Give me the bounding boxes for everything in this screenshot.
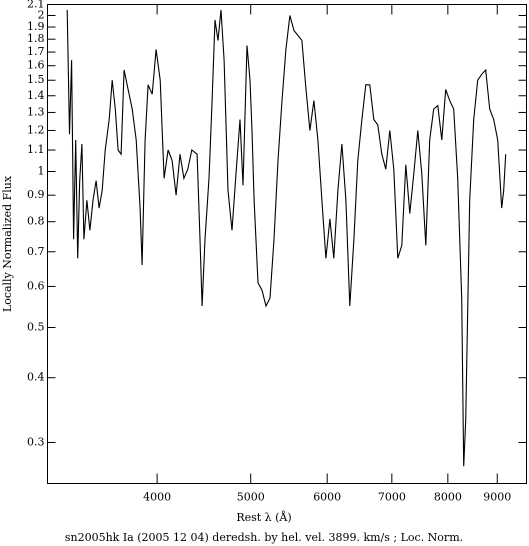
plot-frame xyxy=(47,4,527,484)
y-tick-label: 0.4 xyxy=(27,371,45,384)
y-tick-label: 0.6 xyxy=(27,279,45,292)
y-tick-label: 1.7 xyxy=(27,45,45,58)
x-tick-label: 7000 xyxy=(378,491,406,504)
x-tick-label: 8000 xyxy=(434,491,462,504)
y-tick-label: 1.4 xyxy=(27,89,45,102)
y-tick-label: 0.8 xyxy=(27,215,45,228)
y-tick-label: 1.5 xyxy=(27,73,45,86)
x-axis-label: Rest λ (Å) xyxy=(236,510,291,524)
y-tick-label: 0.9 xyxy=(27,188,45,201)
y-axis-label: Locally Normalized Flux xyxy=(1,175,14,312)
y-tick-label: 2.1 xyxy=(27,0,45,11)
y-tick-label: 1.1 xyxy=(27,143,45,156)
y-tick-label: 0.3 xyxy=(27,435,45,448)
y-tick-label: 0.5 xyxy=(27,320,45,333)
y-tick-label: 1 xyxy=(38,164,45,177)
y-tick-label: 1.3 xyxy=(27,105,45,118)
y-tick-label: 1.2 xyxy=(27,123,45,136)
x-tick-label: 5000 xyxy=(237,491,265,504)
y-tick-label: 2 xyxy=(38,8,45,21)
x-tick-label: 6000 xyxy=(313,491,341,504)
y-tick-label: 1.8 xyxy=(27,32,45,45)
y-tick-label: 0.7 xyxy=(27,245,45,258)
x-tick-label: 4000 xyxy=(143,491,171,504)
spectrum-line xyxy=(66,9,507,467)
x-tick-label: 9000 xyxy=(483,491,511,504)
y-tick-label: 1.6 xyxy=(27,59,45,72)
caption: sn2005hk Ia (2005 12 04) deredsh. by hel… xyxy=(65,531,463,544)
y-tick-label: 1.9 xyxy=(27,20,45,33)
